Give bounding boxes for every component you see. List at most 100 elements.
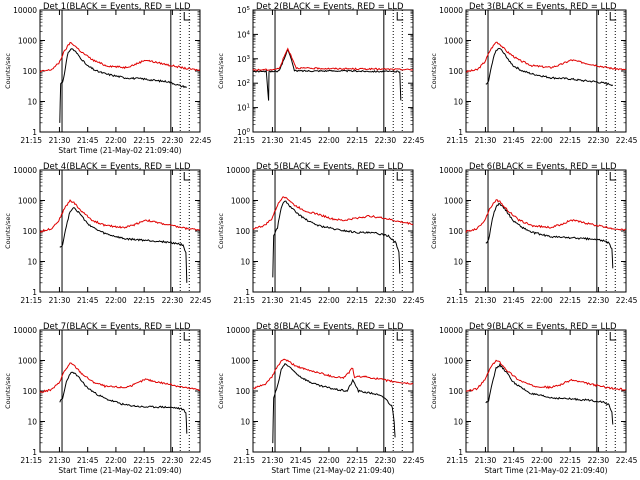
attenuator-marker [609,332,617,341]
x-tick-label: 22:00 [105,136,127,145]
x-tick-label: 22:45 [403,456,425,465]
x-tick-label: 21:45 [77,296,99,305]
y-tick-label: 1 [32,288,37,297]
y-tick-label: 1000 [444,197,463,206]
panel-title: Det 8(BLACK = Events, RED = LLD [256,322,404,332]
x-tick-label: 21:15 [20,136,42,145]
chart-panel-7: Det 7(BLACK = Events, RED = LLD Counts/se… [4,322,212,475]
plot-frame [465,329,627,453]
x-tick-label: 22:45 [190,136,212,145]
attenuator-marker [183,172,191,181]
x-axis-label: Start Time (21-May-02 21:09:40) [271,466,394,475]
y-tick-label: 10000 [439,6,463,15]
y-axis-label: Counts/sec [4,213,12,249]
y-tick-label: 10 [240,418,250,427]
y-tick-label: 1000 [18,357,37,366]
attenuator-marker [183,12,191,21]
x-tick-label: 21:30 [262,296,284,305]
x-tick-label: 22:30 [588,456,610,465]
x-tick-label: 22:15 [346,296,368,305]
series-events [59,207,188,283]
y-tick-label: 1 [32,128,37,137]
series-lld [252,196,414,230]
y-tick-label: 1 [458,128,463,137]
y-tick-label: 1000 [18,197,37,206]
attenuator-marker [396,172,404,181]
y-tick-label: 10000 [13,166,37,175]
x-tick-label: 22:30 [162,136,184,145]
y-axis-label: Counts/sec [217,213,225,249]
x-tick-label: 22:45 [190,296,212,305]
x-tick-label: 21:30 [475,136,497,145]
y-tick-label: 100 [236,227,251,236]
x-tick-label: 22:45 [403,296,425,305]
y-tick-label: 10000 [226,326,250,335]
y-tick-label: 1 [32,448,37,457]
y-tick-label: 10 [240,258,250,267]
x-tick-label: 21:45 [503,456,525,465]
x-axis-label: Start Time (21-May-02 21:09:40) [58,146,181,155]
y-tick-label: 103 [237,55,251,64]
x-tick-label: 22:30 [588,296,610,305]
x-tick-label: 22:15 [346,136,368,145]
series-events [59,371,188,434]
x-tick-label: 21:30 [49,456,71,465]
series-lld [252,358,414,390]
y-tick-label: 1 [245,288,250,297]
y-tick-label: 100 [449,67,464,76]
chart-panel-1: Det 1(BLACK = Events, RED = LLD Counts/se… [4,2,212,155]
x-tick-label: 21:15 [20,296,42,305]
series-events [272,200,401,278]
x-tick-label: 22:15 [133,456,155,465]
x-axis-label: Start Time (21-May-02 21:09:40) [58,466,181,475]
y-axis-label: Counts/sec [217,373,225,409]
x-tick-label: 21:45 [503,136,525,145]
x-tick-label: 22:15 [346,456,368,465]
y-tick-label: 10000 [439,166,463,175]
y-tick-label: 100 [23,387,38,396]
series-lld [466,41,627,73]
panel-title: Det 2(BLACK = Events, RED = LLD [256,2,404,12]
panel-title: Det 7(BLACK = Events, RED = LLD [43,322,191,332]
y-tick-label: 102 [237,79,250,88]
x-tick-label: 22:15 [133,136,155,145]
y-tick-label: 10 [27,98,37,107]
x-tick-label: 22:30 [375,136,397,145]
x-tick-label: 21:30 [49,136,71,145]
y-tick-label: 101 [237,104,250,113]
x-tick-label: 21:45 [77,456,99,465]
y-axis-label: Counts/sec [430,53,438,89]
y-axis-label: Counts/sec [430,213,438,249]
y-tick-label: 10000 [13,6,37,15]
x-tick-label: 21:45 [503,296,525,305]
x-tick-label: 22:15 [559,296,581,305]
y-tick-label: 100 [23,67,38,76]
series-lld [465,199,627,233]
x-tick-label: 22:15 [559,456,581,465]
y-tick-label: 1000 [18,37,37,46]
y-tick-label: 10 [453,418,463,427]
x-tick-label: 22:00 [105,456,127,465]
attenuator-marker [183,332,191,341]
y-tick-label: 1 [458,288,463,297]
plot-frame [252,9,414,133]
x-tick-label: 21:30 [49,296,71,305]
x-axis-label: Start Time (21-May-02 21:09:40) [484,466,607,475]
x-tick-label: 21:15 [233,136,255,145]
x-tick-label: 22:15 [559,136,581,145]
y-tick-label: 100 [237,128,251,137]
y-tick-label: 10000 [13,326,37,335]
y-tick-label: 100 [449,227,464,236]
x-tick-label: 22:30 [375,296,397,305]
y-tick-label: 10000 [226,166,250,175]
plot-frame [39,9,201,133]
attenuator-marker [396,332,404,341]
chart-panel-4: Det 4(BLACK = Events, RED = LLD Counts/se… [4,162,212,305]
series-events [485,362,614,425]
x-tick-label: 21:30 [475,456,497,465]
chart-panel-3: Det 3(BLACK = Events, RED = LLD Counts/se… [430,2,638,145]
y-tick-label: 100 [236,387,251,396]
x-tick-label: 21:15 [446,456,468,465]
y-tick-label: 105 [237,6,251,15]
